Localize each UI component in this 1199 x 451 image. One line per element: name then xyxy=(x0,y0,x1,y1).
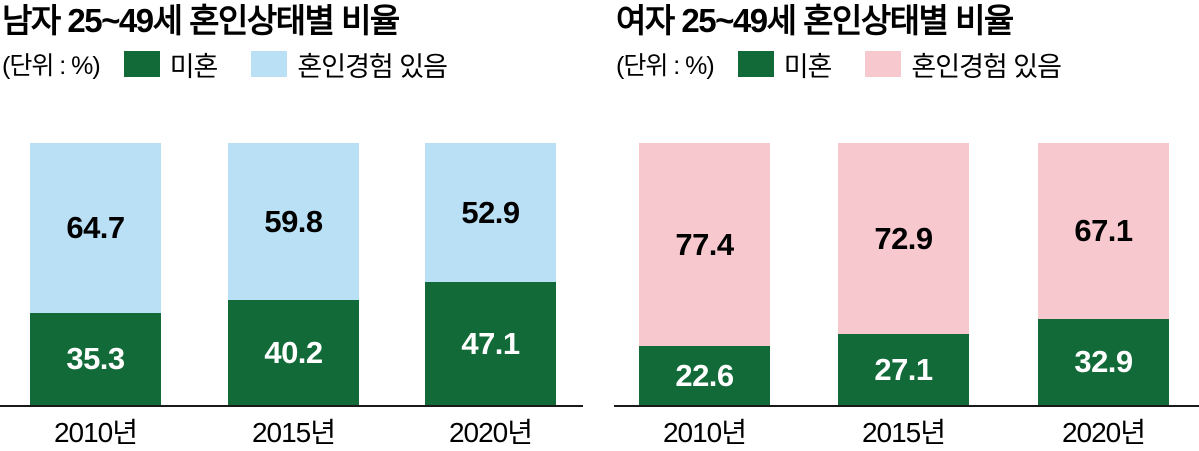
legend-swatch-married xyxy=(251,51,288,77)
legend-swatch-unmarried xyxy=(123,51,160,77)
category-label: 2015년 xyxy=(861,417,946,448)
plot-area-male: 64.7 35.3 59.8 40.2 52.9 47.1 xyxy=(0,143,583,407)
category-label: 2010년 xyxy=(53,417,138,448)
plot-area-female: 77.4 22.6 72.9 27.1 67.1 32.9 xyxy=(614,143,1199,407)
segment-미혼: 32.9 xyxy=(1038,319,1169,405)
segment-미혼: 47.1 xyxy=(425,282,556,405)
value-label: 35.3 xyxy=(66,341,125,376)
stacked-bar-2015년: 72.9 27.1 xyxy=(838,143,969,405)
segment-미혼: 35.3 xyxy=(30,313,161,405)
value-label: 77.4 xyxy=(675,226,734,262)
category-label: 2010년 xyxy=(662,417,747,448)
legend-label-unmarried: 미혼 xyxy=(783,51,833,82)
legend-label-married: 혼인경험 있음 xyxy=(297,51,448,82)
category-label: 2015년 xyxy=(251,417,336,448)
value-label: 22.6 xyxy=(675,357,734,393)
value-label: 72.9 xyxy=(874,220,933,256)
legend-male: (단위 : %) 미혼 혼인경험 있음 xyxy=(2,49,448,82)
segment-혼인경험 있음: 52.9 xyxy=(425,143,556,282)
segment-미혼: 27.1 xyxy=(838,334,969,405)
legend-label-unmarried: 미혼 xyxy=(169,51,219,82)
segment-미혼: 40.2 xyxy=(228,300,359,405)
value-label: 40.2 xyxy=(264,334,323,370)
segment-혼인경험 있음: 67.1 xyxy=(1038,143,1169,319)
legend-female: (단위 : %) 미혼 혼인경험 있음 xyxy=(616,49,1062,82)
legend-swatch-married xyxy=(865,51,902,77)
segment-혼인경험 있음: 64.7 xyxy=(30,143,161,313)
stacked-bar-2020년: 67.1 32.9 xyxy=(1038,143,1169,405)
legend-swatch-unmarried xyxy=(737,51,774,77)
segment-미혼: 22.6 xyxy=(639,346,770,405)
value-label: 52.9 xyxy=(461,194,520,230)
category-label: 2020년 xyxy=(1061,417,1146,448)
unit-label: (단위 : %) xyxy=(616,52,715,80)
chart-title-male: 남자 25~49세 혼인상태별 비율 xyxy=(2,2,400,39)
segment-혼인경험 있음: 77.4 xyxy=(639,143,770,346)
value-label: 64.7 xyxy=(66,210,125,245)
value-label: 32.9 xyxy=(1074,344,1133,379)
segment-혼인경험 있음: 72.9 xyxy=(838,143,969,334)
chart-panel-male: 남자 25~49세 혼인상태별 비율 (단위 : %) 미혼 혼인경험 있음 6… xyxy=(0,0,583,451)
segment-혼인경험 있음: 59.8 xyxy=(228,143,359,300)
legend-label-married: 혼인경험 있음 xyxy=(911,51,1062,82)
category-label: 2020년 xyxy=(448,417,533,448)
stacked-bar-2015년: 59.8 40.2 xyxy=(228,143,359,405)
stacked-bar-2020년: 52.9 47.1 xyxy=(425,143,556,405)
stacked-bar-2010년: 64.7 35.3 xyxy=(30,143,161,405)
unit-label: (단위 : %) xyxy=(2,52,101,80)
stacked-bar-2010년: 77.4 22.6 xyxy=(639,143,770,405)
value-label: 59.8 xyxy=(264,203,323,239)
value-label: 47.1 xyxy=(461,325,520,361)
chart-panel-female: 여자 25~49세 혼인상태별 비율 (단위 : %) 미혼 혼인경험 있음 7… xyxy=(614,0,1199,451)
value-label: 27.1 xyxy=(874,351,933,387)
value-label: 67.1 xyxy=(1074,213,1133,248)
chart-title-female: 여자 25~49세 혼인상태별 비율 xyxy=(616,2,1014,39)
